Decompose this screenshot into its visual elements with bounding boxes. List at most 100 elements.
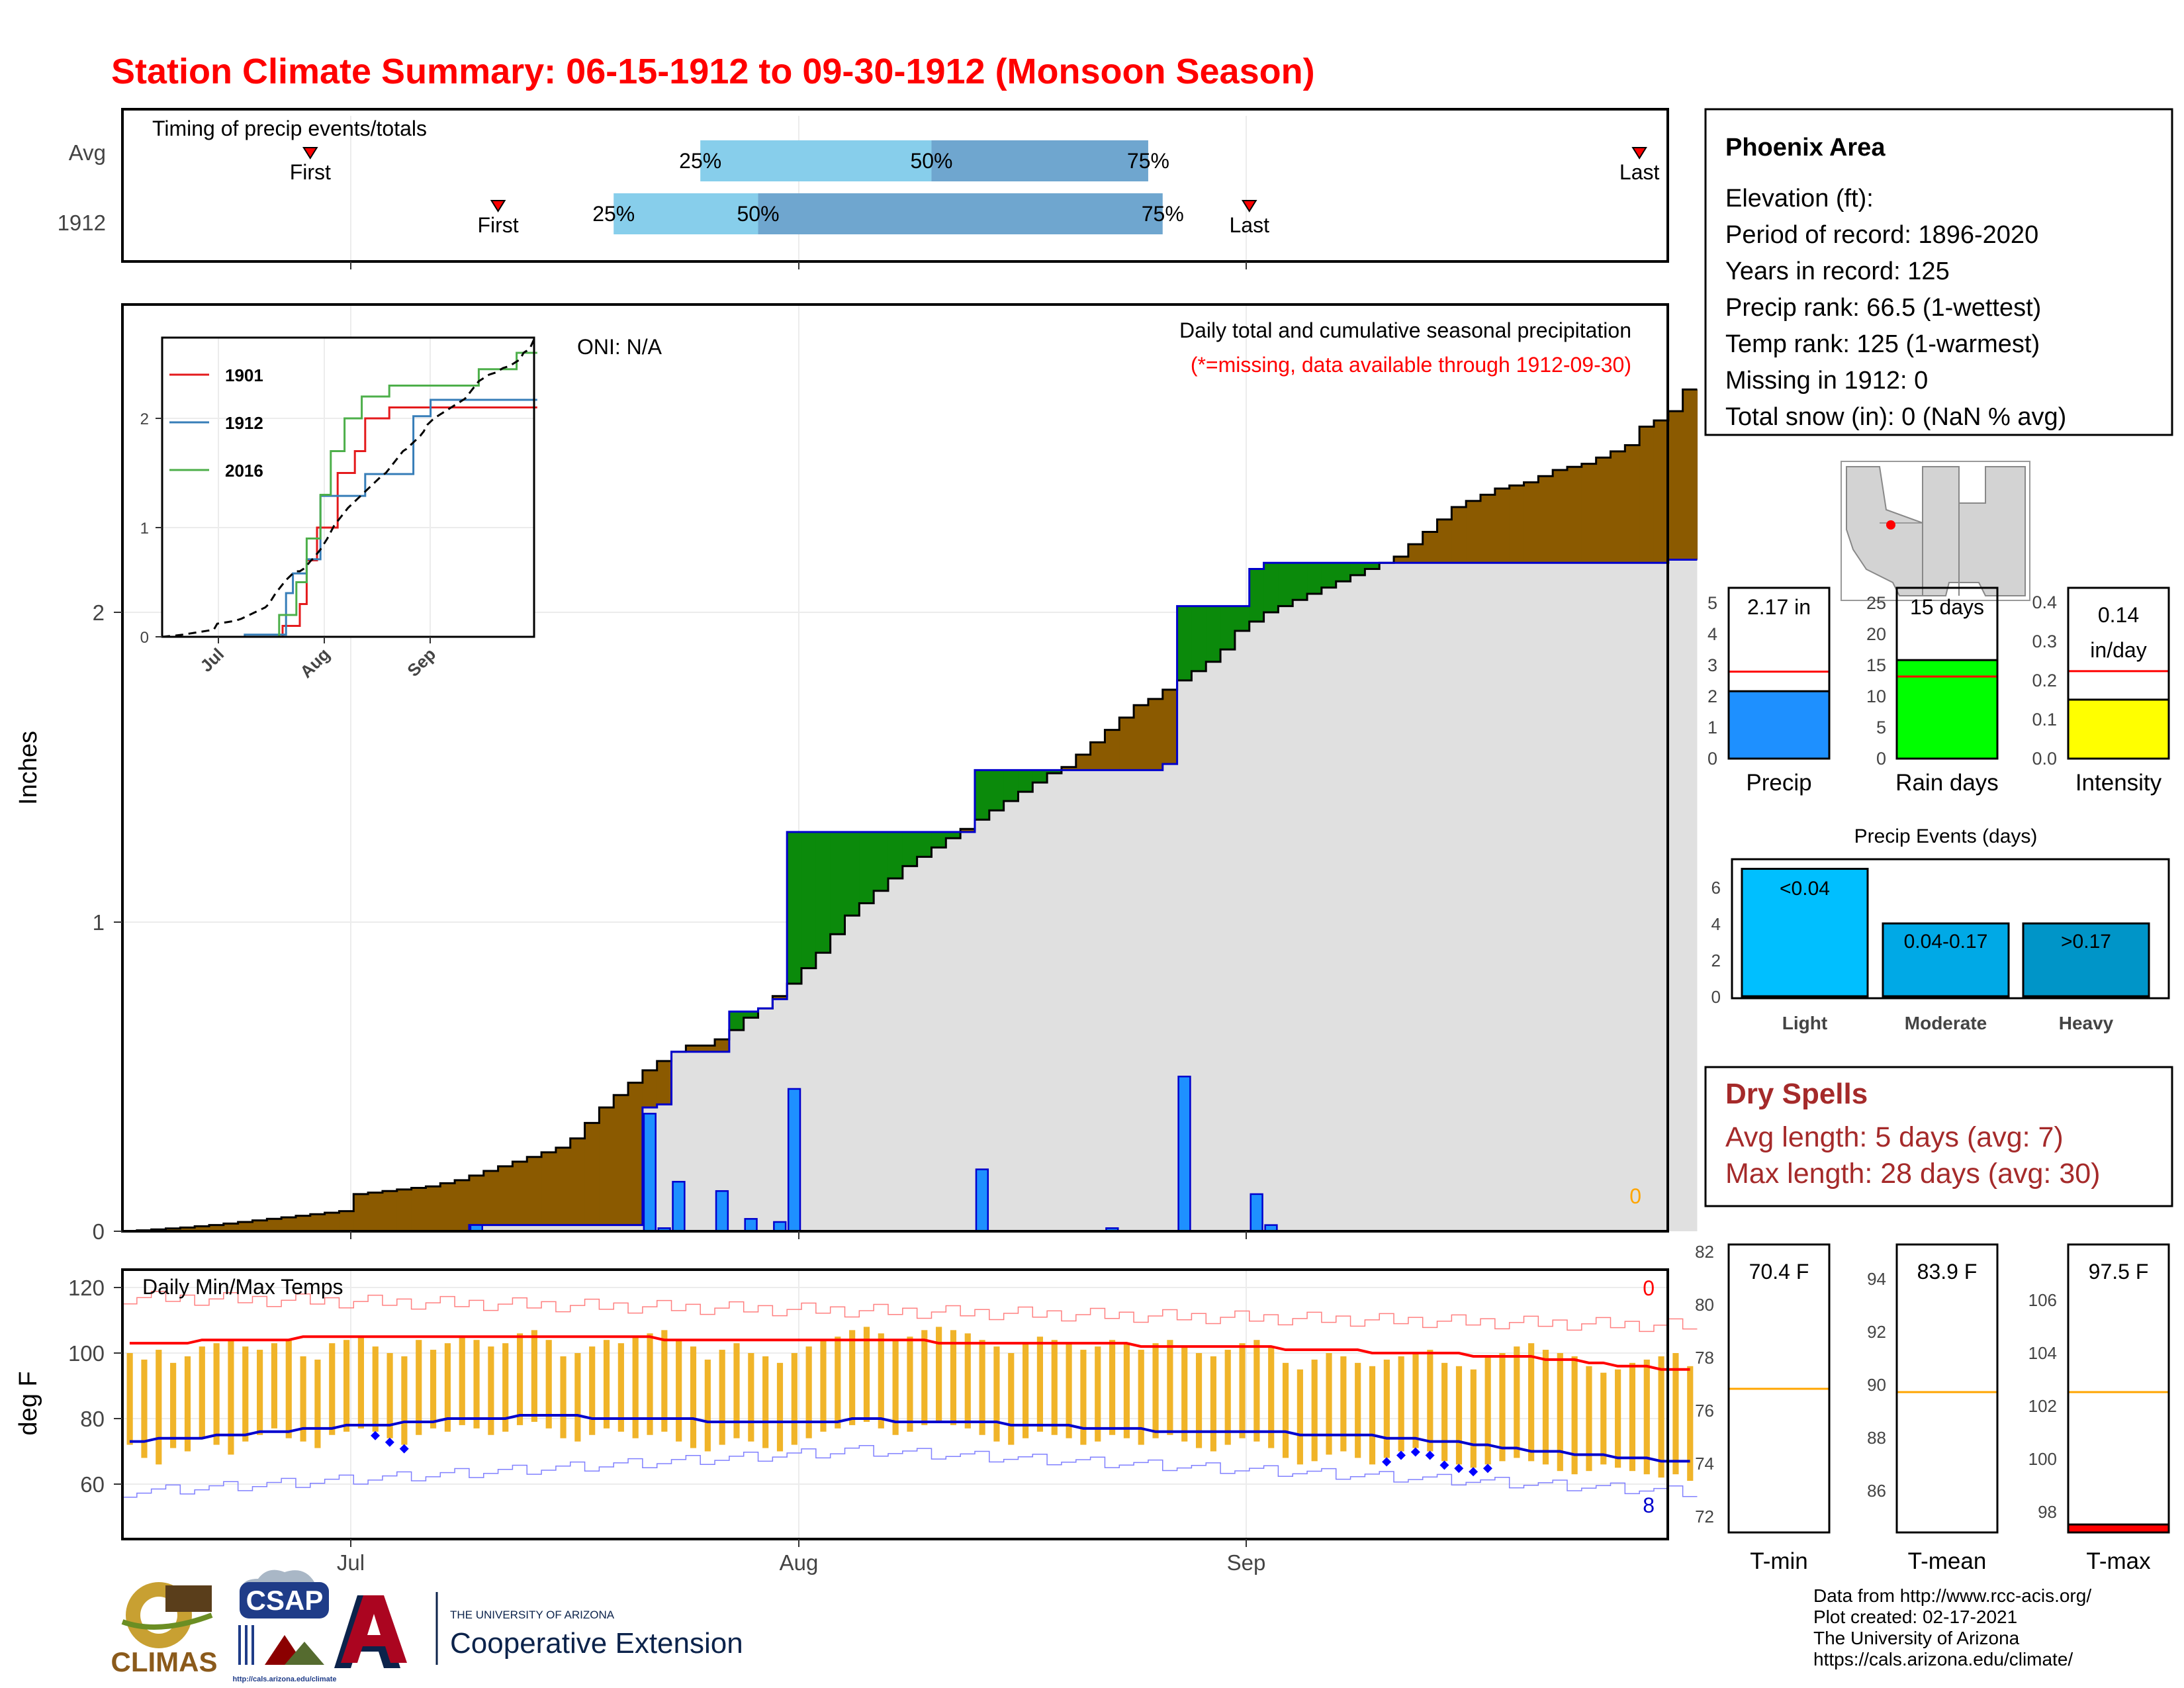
daily-temp-bar (1398, 1356, 1404, 1452)
daily-precip-bar (643, 1113, 657, 1233)
tmin-tick-74: 74 (1695, 1454, 1714, 1474)
daily-temp-bar (560, 1356, 567, 1438)
tmean-tick-92: 92 (1867, 1322, 1886, 1342)
timing-q25-label: 25% (592, 202, 635, 226)
deficit-segment (1509, 485, 1525, 563)
temps-min-missing: 8 (1643, 1493, 1655, 1517)
deficit-segment (686, 1045, 701, 1052)
inset-ytick-0: 0 (140, 629, 149, 647)
main-ytick-0: 0 (93, 1219, 105, 1244)
footer-line-1: Plot created: 02-17-2021 (1813, 1607, 2017, 1627)
surplus-segment (989, 770, 1005, 811)
daily-temp-bar (1036, 1336, 1044, 1432)
avg-cumulative-line (122, 388, 1698, 1233)
footer-line-3: https://cals.arizona.edu/climate/ (1813, 1649, 2073, 1669)
event-label-light: Light (1782, 1013, 1827, 1033)
daily-temp-bar (647, 1333, 653, 1435)
daily-temp-bar (1643, 1359, 1650, 1475)
deficit-segment (267, 1219, 282, 1231)
deficit-segment (455, 1180, 470, 1231)
surplus-segment (1278, 563, 1293, 606)
deficit-segment (715, 1039, 730, 1052)
daily-temp-bar (1008, 1353, 1015, 1445)
daily-temp-bar (1484, 1356, 1491, 1465)
daily-temp-bar (488, 1346, 494, 1435)
events-tick-6: 6 (1711, 878, 1721, 898)
deficit-segment (498, 1166, 514, 1225)
daily-temp-bar (156, 1350, 162, 1465)
daily-temp-bar (271, 1343, 278, 1429)
record-low-marker (1396, 1450, 1406, 1460)
daily-temp-bar (936, 1327, 942, 1422)
daily-temp-bar (502, 1343, 509, 1432)
daily-temp-bar (1586, 1366, 1592, 1472)
daily-temp-bar (805, 1346, 812, 1438)
deficit-segment (1494, 489, 1510, 563)
daily-temp-bar (1383, 1359, 1390, 1458)
timing-rows: 25% 50% 75% First Last 25% 50% 75% First Last (290, 140, 1660, 237)
tmin-tick-76: 76 (1695, 1401, 1714, 1421)
daily-precip-bar (672, 1180, 686, 1233)
intensity-tick-2: 0.2 (2032, 671, 2057, 690)
timing-panel: 25% 50% 75% First Last 25% 50% 75% First Last Tim… (58, 108, 1669, 269)
surplus-segment (1191, 606, 1206, 671)
daily-temp-bar (661, 1330, 668, 1432)
tmax-tick-106: 106 (2028, 1290, 2057, 1310)
dry-spells-max: Max length: 28 days (avg: 30) (1725, 1158, 2100, 1190)
station-info-box: Phoenix Area Elevation (ft): Period of r… (1704, 108, 2173, 436)
daily-temp-bar (1297, 1369, 1303, 1465)
main-precip-panel: Inches 0 1 2 ONI: N/A Daily total and cu… (15, 303, 1698, 1244)
timing-title: Timing of precip events/totals (152, 117, 427, 140)
daily-temp-bar (1023, 1343, 1029, 1438)
deficit-segment (1466, 500, 1481, 563)
deficit-segment (238, 1221, 253, 1231)
precip-tick-0: 0 (1707, 749, 1717, 769)
main-ytick-1: 1 (93, 910, 105, 935)
deficit-segment (584, 1123, 600, 1225)
events-tick-0: 0 (1711, 987, 1721, 1007)
raindays-tick-1: 5 (1876, 718, 1886, 737)
station-location-marker (1886, 520, 1895, 530)
tmax-bar (2067, 1523, 2170, 1534)
daily-temp-bar (329, 1343, 336, 1435)
deficit-segment (657, 1060, 672, 1105)
summary-bars: 0 1 2 3 4 5 2.17 in Precip 0 5 10 15 20 … (1707, 586, 2170, 796)
events-tick-2: 2 (1711, 951, 1721, 970)
deficit-segment (165, 1228, 181, 1231)
daily-temp-bar (1571, 1356, 1578, 1475)
timing-last-label: Last (1619, 160, 1660, 184)
timing-q50-label: 50% (910, 149, 952, 173)
tmin-tick-78: 78 (1695, 1348, 1714, 1368)
deficit-segment (1538, 476, 1553, 563)
daily-temp-bar (1412, 1353, 1419, 1448)
surplus-segment (974, 770, 990, 820)
surplus-segment (931, 831, 946, 848)
daily-temp-bar (820, 1340, 827, 1432)
daily-temp-bar (199, 1346, 205, 1438)
daily-temp-bar (357, 1336, 364, 1429)
deficit-segment (208, 1225, 224, 1231)
deficit-segment (310, 1214, 326, 1231)
footer-line-2: The University of Arizona (1813, 1628, 2020, 1648)
surplus-segment (1336, 563, 1351, 582)
daily-temp-bar (314, 1359, 321, 1448)
deficit-segment (1625, 445, 1640, 563)
daily-temp-bar (1123, 1343, 1130, 1438)
csap-logo-url: http://cals.arizona.edu/climate (232, 1675, 336, 1683)
record-low-marker (385, 1437, 394, 1447)
tmax-tick-104: 104 (2028, 1343, 2057, 1363)
tmax-tick-98: 98 (2038, 1502, 2057, 1522)
event-bar-heavy (2022, 922, 2150, 998)
rain-days-bar (1895, 659, 1999, 760)
daily-temp-bar (632, 1336, 639, 1438)
daily-temp-bar (979, 1340, 985, 1435)
daily-temp-bar (892, 1340, 899, 1435)
locator-map (1841, 461, 2030, 601)
daily-temp-bar (835, 1336, 841, 1429)
daily-precip-bar (1177, 1076, 1191, 1233)
surplus-segment (1263, 563, 1279, 612)
daily-temp-bar (1080, 1350, 1087, 1445)
timing-row-label-avg: Avg (69, 140, 106, 165)
intensity-tick-1: 0.1 (2032, 710, 2057, 729)
daily-temp-bar (921, 1330, 928, 1425)
